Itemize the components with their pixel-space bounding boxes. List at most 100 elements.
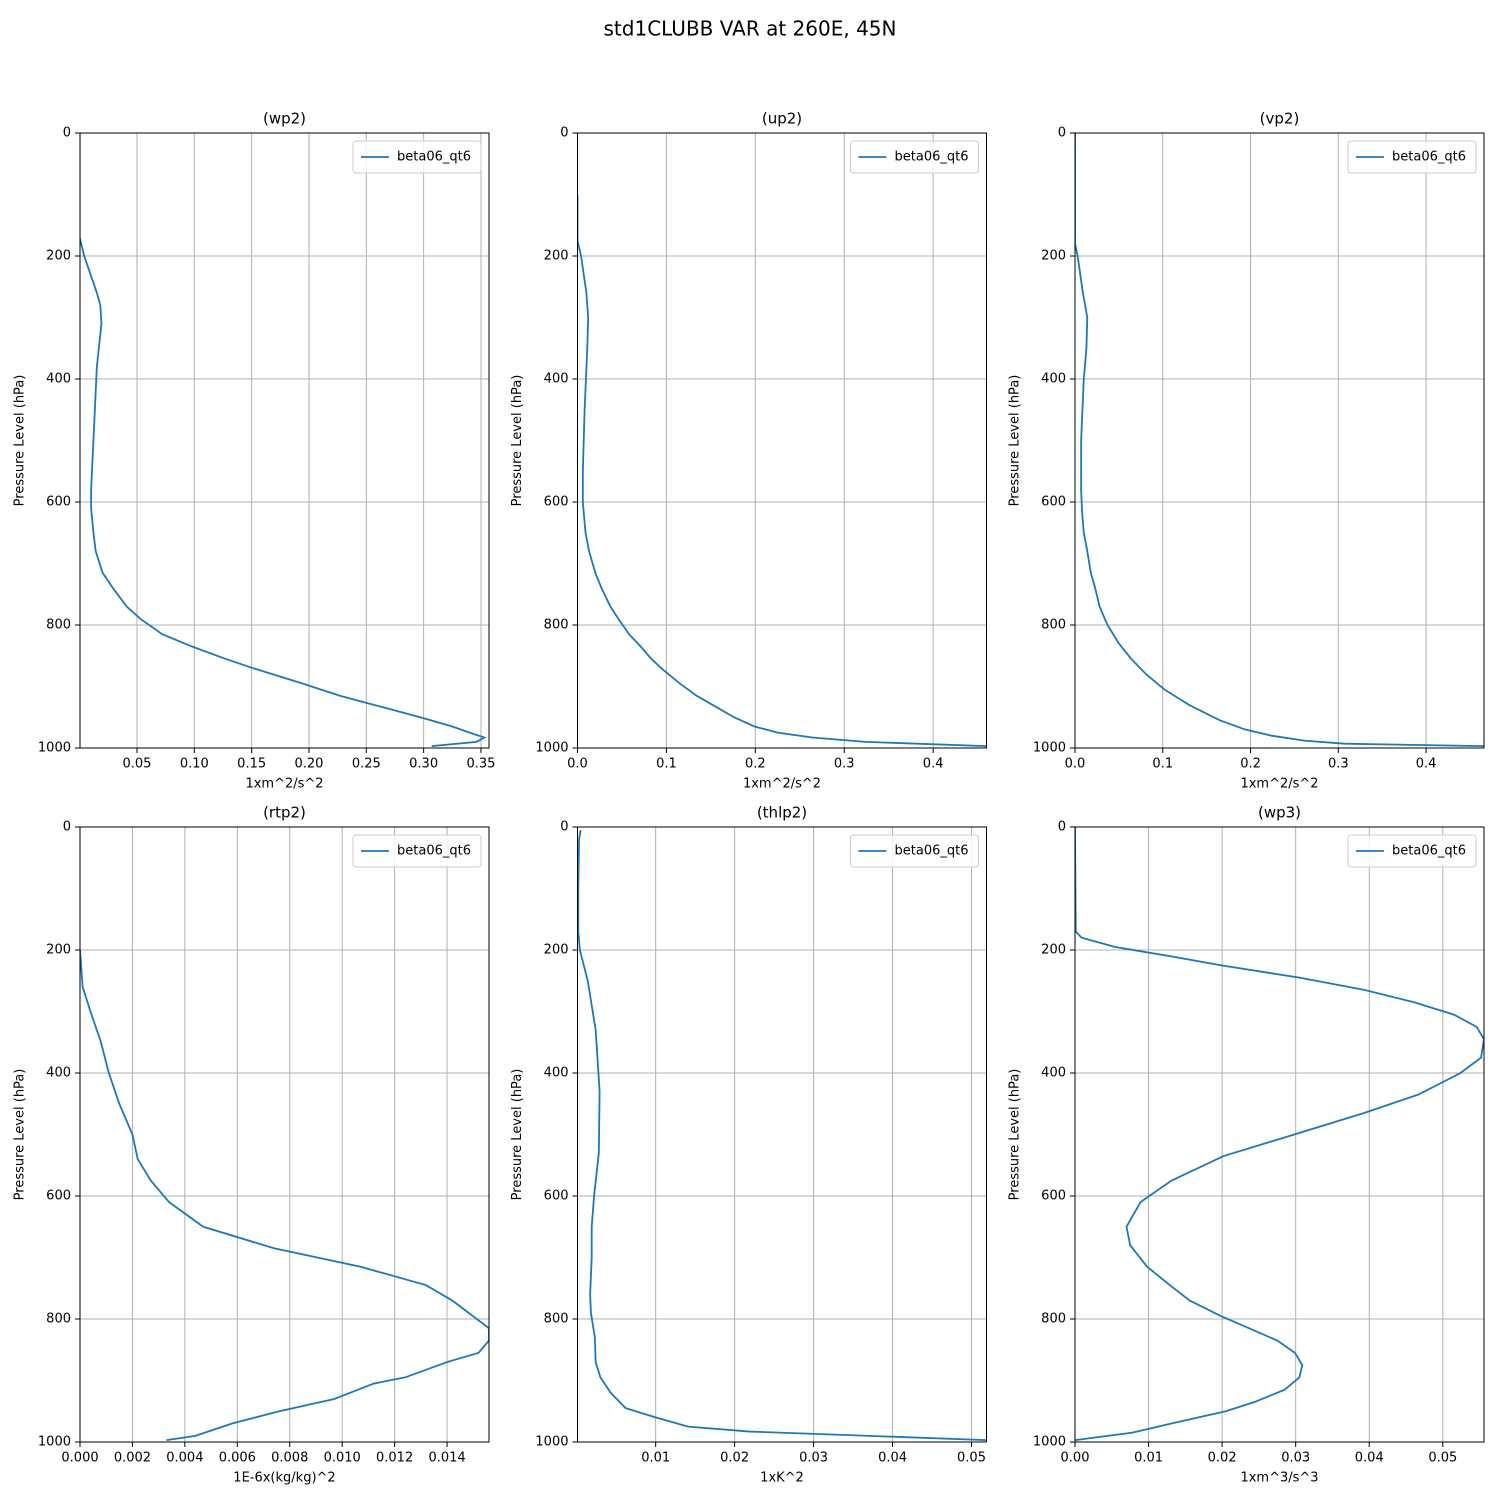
legend-box <box>352 140 482 174</box>
y-tick-label: 400 <box>1041 372 1066 387</box>
x-axis-label: 1xK^2 <box>760 1471 804 1486</box>
plot-frame <box>577 132 987 749</box>
y-tick-label: 0 <box>1058 820 1066 835</box>
y-tick-label: 600 <box>46 1189 71 1204</box>
y-tick-label: 1000 <box>535 1435 568 1450</box>
x-tick-label: 0.014 <box>428 1451 465 1466</box>
subplot-title: (wp3) <box>1258 804 1301 822</box>
x-tick-label: 0.15 <box>237 757 266 772</box>
y-tick-label: 800 <box>1041 1312 1066 1327</box>
y-tick-label: 0 <box>63 126 71 141</box>
x-tick-label: 0.04 <box>878 1451 907 1466</box>
x-axis-label: 1xm^2/s^2 <box>743 777 821 792</box>
y-tick-label: 800 <box>46 1312 71 1327</box>
x-tick-label: 0.002 <box>114 1451 151 1466</box>
x-tick-label: 0.000 <box>61 1451 98 1466</box>
x-tick-label: 0.02 <box>1208 1451 1237 1466</box>
figure-title: std1CLUBB VAR at 260E, 45N <box>604 17 897 41</box>
subplot-title: (vp2) <box>1260 110 1300 128</box>
y-tick-label: 800 <box>544 618 569 633</box>
x-tick-label: 0.2 <box>1240 757 1261 772</box>
x-tick-label: 0.02 <box>720 1451 749 1466</box>
y-axis-label: Pressure Level (hPa) <box>510 1069 525 1201</box>
legend-label: beta06_qt6 <box>1392 844 1466 859</box>
x-tick-label: 0.2 <box>745 757 766 772</box>
legend-box <box>352 834 482 868</box>
x-tick-label: 0.4 <box>923 757 944 772</box>
x-tick-label: 0.35 <box>466 757 495 772</box>
y-tick-label: 200 <box>1041 249 1066 264</box>
x-tick-label: 0.10 <box>180 757 209 772</box>
x-tick-label: 0.3 <box>834 757 855 772</box>
legend-box <box>1347 140 1477 174</box>
plot-frame <box>79 826 490 1443</box>
x-tick-label: 0.0 <box>567 757 588 772</box>
y-tick-label: 600 <box>46 495 71 510</box>
plot-frame <box>1074 826 1485 1443</box>
legend-label: beta06_qt6 <box>397 150 471 165</box>
y-tick-label: 800 <box>46 618 71 633</box>
x-axis-label: 1xm^2/s^2 <box>245 777 323 792</box>
y-tick-label: 400 <box>544 1066 569 1081</box>
legend-label: beta06_qt6 <box>1392 150 1466 165</box>
data-line <box>80 133 487 748</box>
y-axis-label: Pressure Level (hPa) <box>13 375 28 507</box>
data-line <box>577 194 987 748</box>
legend-label: beta06_qt6 <box>895 150 969 165</box>
y-tick-label: 0 <box>1058 126 1066 141</box>
x-tick-label: 0.03 <box>1281 1451 1310 1466</box>
y-tick-label: 1000 <box>38 1435 71 1450</box>
plot-frame <box>577 826 987 1443</box>
x-tick-label: 0.004 <box>166 1451 203 1466</box>
y-tick-label: 400 <box>46 372 71 387</box>
y-tick-label: 0 <box>560 126 568 141</box>
x-tick-label: 0.20 <box>295 757 324 772</box>
plot-frame <box>79 132 490 749</box>
y-axis-label: Pressure Level (hPa) <box>1008 375 1023 507</box>
x-axis-label: 1E-6x(kg/kg)^2 <box>233 1471 335 1486</box>
x-tick-label: 0.05 <box>123 757 152 772</box>
x-tick-label: 0.04 <box>1355 1451 1384 1466</box>
x-tick-label: 0.1 <box>656 757 677 772</box>
y-tick-label: 200 <box>46 943 71 958</box>
y-tick-label: 400 <box>544 372 569 387</box>
legend-box <box>850 834 979 868</box>
y-tick-label: 600 <box>1041 1189 1066 1204</box>
x-tick-label: 0.3 <box>1328 757 1349 772</box>
y-tick-label: 1000 <box>38 741 71 756</box>
data-line <box>1075 827 1484 1442</box>
subplot-title: (thlp2) <box>757 804 807 822</box>
y-axis-label: Pressure Level (hPa) <box>1008 1069 1023 1201</box>
x-tick-label: 0.4 <box>1416 757 1437 772</box>
y-tick-label: 400 <box>46 1066 71 1081</box>
subplot-title: (wp2) <box>263 110 306 128</box>
y-axis-label: Pressure Level (hPa) <box>510 375 525 507</box>
x-tick-label: 0.010 <box>324 1451 361 1466</box>
x-axis-label: 1xm^3/s^3 <box>1240 1471 1318 1486</box>
x-tick-label: 0.05 <box>957 1451 986 1466</box>
y-axis-label: Pressure Level (hPa) <box>13 1069 28 1201</box>
y-tick-label: 1000 <box>1033 741 1066 756</box>
y-tick-label: 400 <box>1041 1066 1066 1081</box>
subplot-title: (up2) <box>762 110 802 128</box>
legend-box <box>1347 834 1477 868</box>
data-line <box>80 949 489 1442</box>
y-tick-label: 0 <box>560 820 568 835</box>
x-tick-label: 0.03 <box>799 1451 828 1466</box>
data-line <box>1075 133 1484 748</box>
y-tick-label: 200 <box>46 249 71 264</box>
data-line <box>577 829 987 1442</box>
legend-label: beta06_qt6 <box>397 844 471 859</box>
x-tick-label: 0.008 <box>271 1451 308 1466</box>
legend-label: beta06_qt6 <box>895 844 969 859</box>
y-tick-label: 600 <box>544 1189 569 1204</box>
y-tick-label: 200 <box>544 249 569 264</box>
subplot-title: (rtp2) <box>263 804 306 822</box>
y-tick-label: 600 <box>1041 495 1066 510</box>
x-tick-label: 0.30 <box>409 757 438 772</box>
y-tick-label: 0 <box>63 820 71 835</box>
y-tick-label: 200 <box>1041 943 1066 958</box>
x-tick-label: 0.05 <box>1428 1451 1457 1466</box>
